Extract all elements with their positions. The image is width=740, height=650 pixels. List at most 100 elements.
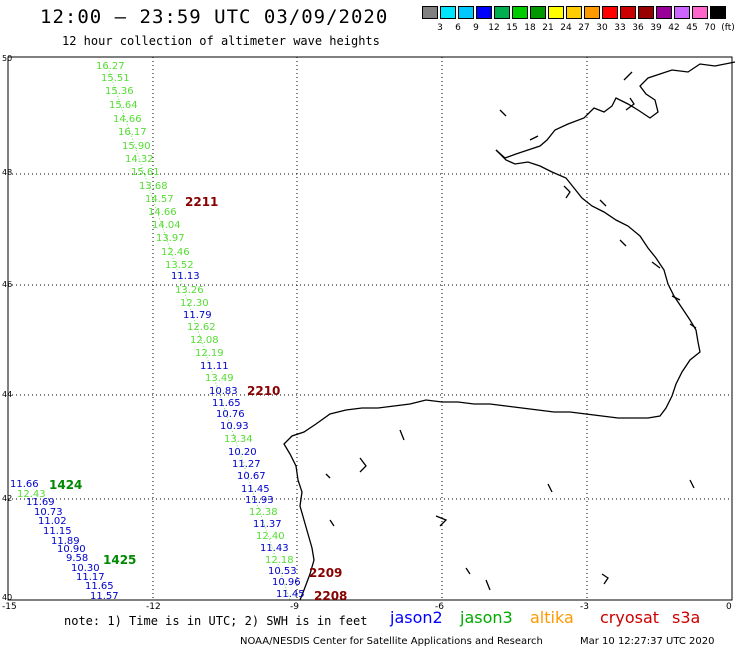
wave-height-value: 11.13 bbox=[171, 271, 200, 282]
latitude-label: 44 bbox=[2, 390, 13, 399]
color-swatch bbox=[566, 6, 582, 19]
color-scale-label: 6 bbox=[455, 23, 461, 33]
wave-height-value: 10.93 bbox=[220, 421, 249, 432]
color-swatch bbox=[440, 6, 456, 19]
color-scale-unit: (ft) bbox=[721, 23, 735, 33]
wave-height-value: 13.26 bbox=[175, 285, 204, 296]
wave-height-value: 10.30 bbox=[71, 563, 100, 574]
color-scale-label: 30 bbox=[596, 23, 608, 33]
color-swatch bbox=[530, 6, 546, 19]
wave-height-value: 11.37 bbox=[253, 519, 282, 530]
latitude-label: 48 bbox=[2, 168, 13, 177]
color-scale-label: 45 bbox=[686, 23, 698, 33]
wave-height-value: 14.57 bbox=[145, 194, 174, 205]
wave-height-value: 15.90 bbox=[122, 141, 151, 152]
color-swatch bbox=[674, 6, 690, 19]
legend-altika: altika bbox=[530, 608, 574, 627]
wave-height-value: 10.20 bbox=[228, 447, 257, 458]
wave-height-value: 12.46 bbox=[161, 247, 190, 258]
wave-height-value: 11.17 bbox=[76, 572, 105, 583]
wave-height-value: 12.18 bbox=[265, 555, 294, 566]
wave-height-value: 14.32 bbox=[125, 154, 154, 165]
legend-cryosat: cryosat bbox=[600, 608, 660, 627]
color-swatch bbox=[584, 6, 600, 19]
wave-height-value: 15.36 bbox=[105, 86, 134, 97]
color-scale-label: 24 bbox=[560, 23, 572, 33]
wave-height-value: 10.73 bbox=[34, 507, 63, 518]
wave-height-value: 11.15 bbox=[43, 526, 72, 537]
color-swatch bbox=[494, 6, 510, 19]
color-scale-label: 9 bbox=[473, 23, 479, 33]
wave-height-value: 10.96 bbox=[272, 577, 301, 588]
color-scale-label: 42 bbox=[668, 23, 680, 33]
wave-height-value: 14.66 bbox=[148, 207, 177, 218]
legend-jason2: jason2 bbox=[390, 608, 443, 627]
color-scale-label: 12 bbox=[488, 23, 500, 33]
color-swatch bbox=[710, 6, 726, 19]
graticule bbox=[8, 57, 732, 600]
wave-height-value: 11.66 bbox=[10, 479, 39, 490]
color-swatch bbox=[512, 6, 528, 19]
color-swatch bbox=[602, 6, 618, 19]
wave-height-value: 15.64 bbox=[109, 100, 138, 111]
latitude-label: 50 bbox=[2, 54, 13, 63]
pass-time-2211: 2211 bbox=[185, 195, 219, 209]
wave-height-value: 12.43 bbox=[17, 489, 46, 500]
color-scale-label: 39 bbox=[650, 23, 662, 33]
wave-height-value: 10.53 bbox=[268, 566, 297, 577]
map-frame bbox=[7, 56, 733, 601]
color-scale-label: 27 bbox=[578, 23, 590, 33]
wave-height-value: 11.02 bbox=[38, 516, 67, 527]
wave-height-value: 10.67 bbox=[237, 471, 266, 482]
wave-height-value: 12.19 bbox=[195, 348, 224, 359]
pass-time-2208: 2208 bbox=[314, 589, 348, 603]
color-scale-label: 18 bbox=[524, 23, 536, 33]
wave-height-value: 16.17 bbox=[118, 127, 147, 138]
color-scale-label: 15 bbox=[506, 23, 518, 33]
color-swatch bbox=[458, 6, 474, 19]
wave-height-value: 11.11 bbox=[200, 361, 229, 372]
wave-height-value: 15.51 bbox=[101, 73, 130, 84]
wave-height-value: 12.38 bbox=[249, 507, 278, 518]
wave-height-value: 13.49 bbox=[205, 373, 234, 384]
color-swatch bbox=[620, 6, 636, 19]
wave-height-value: 11.93 bbox=[245, 495, 274, 506]
coastline bbox=[283, 61, 736, 601]
wave-height-value: 11.45 bbox=[276, 589, 305, 600]
color-swatch bbox=[422, 6, 438, 19]
wave-height-value: 11.45 bbox=[241, 484, 270, 495]
wave-height-value: 11.65 bbox=[85, 581, 114, 592]
latitude-label: 40 bbox=[2, 593, 13, 602]
wave-height-value: 13.97 bbox=[156, 233, 185, 244]
wave-height-value: 11.43 bbox=[260, 543, 289, 554]
color-swatch bbox=[692, 6, 708, 19]
color-scale-label: 33 bbox=[614, 23, 626, 33]
latitude-label: 42 bbox=[2, 494, 13, 503]
color-swatch bbox=[656, 6, 672, 19]
wave-height-value: 13.68 bbox=[139, 181, 168, 192]
wave-height-value: 9.58 bbox=[66, 553, 89, 564]
pass-time-2210: 2210 bbox=[247, 384, 281, 398]
color-swatch bbox=[638, 6, 654, 19]
wave-height-value: 11.57 bbox=[90, 591, 119, 602]
wave-height-value: 12.62 bbox=[187, 322, 216, 333]
longitude-label: -3 bbox=[580, 602, 589, 612]
color-swatch bbox=[548, 6, 564, 19]
wave-height-value: 12.30 bbox=[180, 298, 209, 309]
wave-height-value: 14.66 bbox=[113, 114, 142, 125]
latitude-label: 46 bbox=[2, 280, 13, 289]
legend-s3a: s3a bbox=[672, 608, 701, 627]
map-subtitle: 12 hour collection of altimeter wave hei… bbox=[62, 34, 380, 48]
pass-time-2209: 2209 bbox=[309, 566, 343, 580]
longitude-label: -9 bbox=[290, 602, 299, 612]
wave-height-value: 11.79 bbox=[183, 310, 212, 321]
color-scale-label: 36 bbox=[632, 23, 644, 33]
wave-height-value: 12.08 bbox=[190, 335, 219, 346]
wave-height-value: 11.27 bbox=[232, 459, 261, 470]
color-swatch bbox=[476, 6, 492, 19]
generation-timestamp: Mar 10 12:27:37 UTC 2020 bbox=[580, 636, 715, 647]
wave-height-value: 11.69 bbox=[26, 497, 55, 508]
wave-height-value: 10.90 bbox=[57, 544, 86, 555]
wave-height-value: 12.40 bbox=[256, 531, 285, 542]
